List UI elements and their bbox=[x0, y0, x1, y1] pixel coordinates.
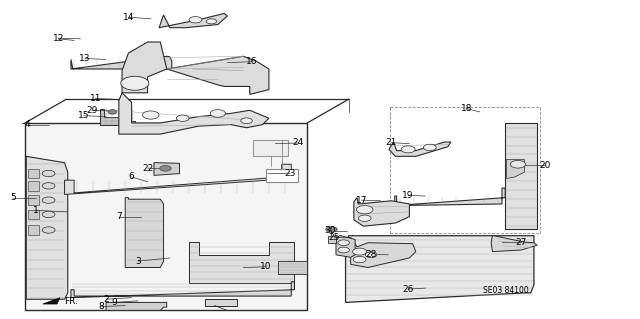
Polygon shape bbox=[122, 42, 269, 94]
Text: 11: 11 bbox=[90, 94, 101, 103]
Circle shape bbox=[176, 115, 189, 122]
Text: SE03 84100: SE03 84100 bbox=[483, 286, 529, 295]
Text: 29: 29 bbox=[86, 106, 98, 115]
Text: 9: 9 bbox=[111, 298, 117, 307]
Text: 10: 10 bbox=[260, 262, 271, 271]
Text: 1: 1 bbox=[33, 206, 38, 215]
Circle shape bbox=[108, 110, 117, 114]
Polygon shape bbox=[43, 298, 60, 304]
Polygon shape bbox=[395, 188, 505, 205]
Polygon shape bbox=[28, 181, 39, 191]
Polygon shape bbox=[491, 236, 537, 252]
Polygon shape bbox=[28, 210, 39, 219]
Circle shape bbox=[338, 240, 349, 246]
Circle shape bbox=[326, 226, 337, 232]
Text: 30: 30 bbox=[324, 226, 336, 235]
Text: 25: 25 bbox=[328, 233, 340, 242]
Polygon shape bbox=[71, 56, 172, 69]
Polygon shape bbox=[505, 123, 537, 229]
Polygon shape bbox=[351, 242, 416, 268]
Text: 13: 13 bbox=[79, 54, 91, 63]
Circle shape bbox=[510, 160, 525, 168]
Circle shape bbox=[121, 76, 149, 90]
Text: 28: 28 bbox=[365, 250, 377, 259]
Circle shape bbox=[189, 17, 202, 23]
Polygon shape bbox=[119, 93, 269, 134]
Polygon shape bbox=[336, 236, 355, 257]
Polygon shape bbox=[106, 302, 167, 310]
Circle shape bbox=[42, 227, 55, 233]
Circle shape bbox=[241, 118, 252, 123]
Circle shape bbox=[210, 110, 225, 117]
Text: 17: 17 bbox=[356, 196, 367, 205]
Text: 27: 27 bbox=[515, 238, 527, 247]
Polygon shape bbox=[389, 142, 451, 156]
Text: 7: 7 bbox=[116, 212, 122, 221]
Circle shape bbox=[143, 111, 159, 119]
Polygon shape bbox=[154, 163, 179, 175]
Polygon shape bbox=[506, 160, 524, 179]
Text: FR.: FR. bbox=[65, 297, 79, 306]
Circle shape bbox=[365, 252, 377, 258]
Text: 22: 22 bbox=[142, 164, 153, 173]
Text: 24: 24 bbox=[292, 138, 304, 147]
Circle shape bbox=[42, 170, 55, 177]
Circle shape bbox=[160, 166, 172, 171]
Polygon shape bbox=[346, 236, 534, 302]
Circle shape bbox=[424, 144, 436, 151]
Text: 18: 18 bbox=[461, 104, 472, 113]
Polygon shape bbox=[26, 156, 68, 299]
Text: 6: 6 bbox=[129, 173, 134, 182]
Polygon shape bbox=[28, 225, 39, 235]
Polygon shape bbox=[266, 169, 298, 182]
Text: 5: 5 bbox=[11, 193, 17, 202]
Text: 8: 8 bbox=[99, 302, 104, 311]
Polygon shape bbox=[253, 140, 288, 156]
Text: 19: 19 bbox=[403, 191, 414, 200]
Polygon shape bbox=[71, 282, 294, 298]
Circle shape bbox=[42, 183, 55, 189]
Circle shape bbox=[358, 215, 371, 221]
Polygon shape bbox=[159, 13, 227, 28]
Polygon shape bbox=[65, 164, 291, 195]
Polygon shape bbox=[100, 109, 135, 124]
Text: 20: 20 bbox=[540, 161, 551, 170]
Polygon shape bbox=[205, 299, 237, 306]
Polygon shape bbox=[28, 169, 39, 178]
Polygon shape bbox=[125, 197, 164, 268]
Text: 26: 26 bbox=[403, 285, 414, 293]
Text: 21: 21 bbox=[386, 138, 397, 147]
Text: 14: 14 bbox=[123, 13, 134, 22]
Circle shape bbox=[206, 19, 216, 24]
Circle shape bbox=[42, 211, 55, 218]
Text: 3: 3 bbox=[135, 257, 141, 266]
Polygon shape bbox=[328, 236, 336, 243]
Circle shape bbox=[353, 248, 367, 255]
Polygon shape bbox=[28, 195, 39, 205]
Text: 2: 2 bbox=[103, 295, 109, 304]
Text: 12: 12 bbox=[52, 34, 64, 43]
Text: 23: 23 bbox=[284, 169, 296, 178]
Text: 15: 15 bbox=[78, 111, 90, 120]
Circle shape bbox=[401, 146, 415, 153]
Polygon shape bbox=[354, 197, 410, 226]
Text: 16: 16 bbox=[246, 57, 257, 66]
Polygon shape bbox=[25, 123, 307, 310]
Circle shape bbox=[338, 247, 349, 253]
Circle shape bbox=[353, 256, 366, 263]
Polygon shape bbox=[189, 242, 294, 283]
Circle shape bbox=[42, 197, 55, 203]
Polygon shape bbox=[278, 261, 307, 274]
Text: 4: 4 bbox=[25, 120, 30, 129]
Circle shape bbox=[356, 205, 373, 214]
